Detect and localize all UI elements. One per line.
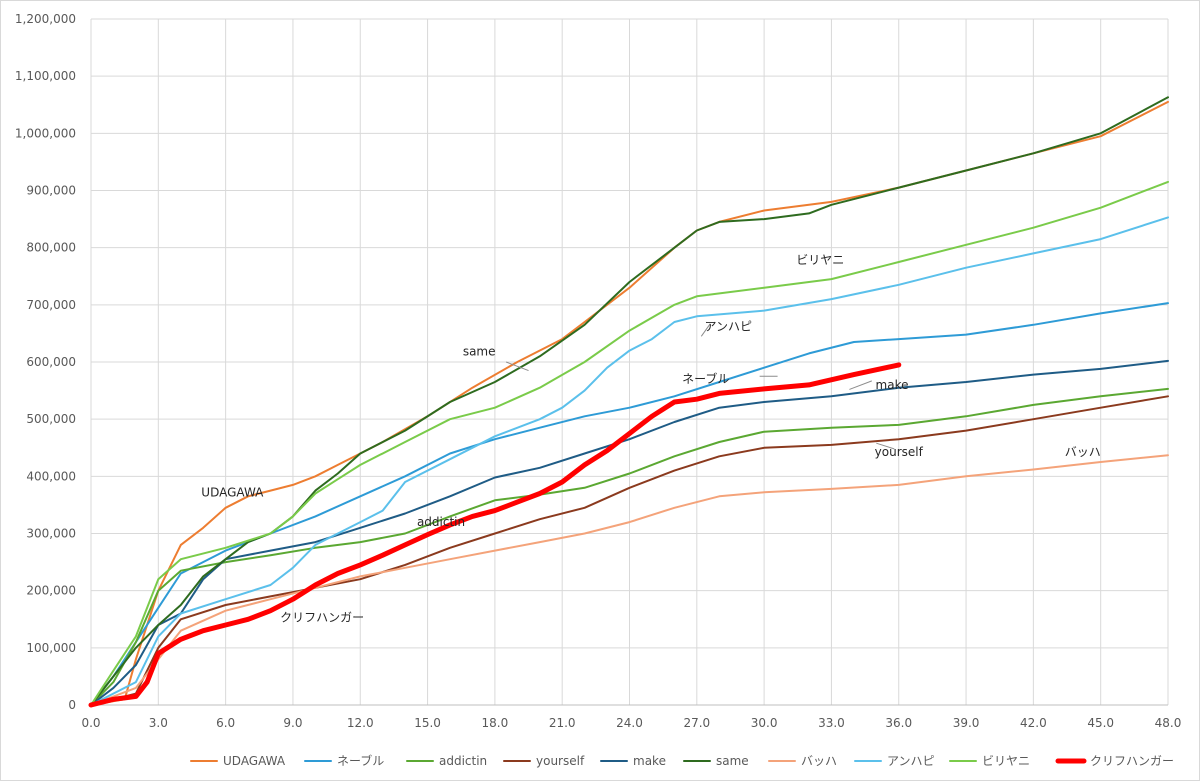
y-axis-ticks: 0 100,000 200,000 300,000 400,000 500,000 600,… <box>15 12 76 712</box>
y-tick-label: 1,000,000 <box>15 126 76 140</box>
annotation-label: make <box>876 378 909 392</box>
x-tick-label: 12.0 <box>347 716 374 730</box>
x-tick-label: 48.0 <box>1155 716 1182 730</box>
annotation-leader <box>876 442 895 450</box>
grid <box>90 18 1169 706</box>
annotation-label: addictin <box>417 515 465 529</box>
y-tick-label: 500,000 <box>26 412 76 426</box>
annotation-label: バッハ <box>1065 445 1101 459</box>
annotation-leaders <box>505 323 895 450</box>
legend-label: クリフハンガー <box>1090 754 1174 768</box>
y-tick-label: 600,000 <box>26 355 76 369</box>
x-tick-label: 39.0 <box>953 716 980 730</box>
x-tick-label: 36.0 <box>885 716 912 730</box>
series-line <box>90 302 1169 706</box>
annotation-label: yourself <box>875 445 924 459</box>
legend-label: ネーブル <box>337 753 384 768</box>
series-line <box>90 180 1169 706</box>
x-tick-label: 45.0 <box>1087 716 1114 730</box>
legend-label: ビリヤニ <box>982 754 1030 768</box>
y-tick-label: 400,000 <box>26 469 76 483</box>
x-tick-label: 21.0 <box>549 716 576 730</box>
x-tick-label: 24.0 <box>616 716 643 730</box>
x-tick-label: 30.0 <box>751 716 778 730</box>
legend-label: バッハ <box>801 754 837 768</box>
annotation-leader <box>849 380 873 390</box>
annotation-label: アンハピ <box>704 320 752 334</box>
y-tick-label: 700,000 <box>26 298 76 312</box>
legend-label: アンハピ <box>887 754 935 768</box>
legend: UDAGAWA ネーブル addictin yourself make same バッハ アン… <box>190 753 1174 768</box>
series-line <box>90 395 1169 706</box>
legend-label: addictin <box>439 754 487 768</box>
x-tick-label: 3.0 <box>149 716 168 730</box>
annotation-label: same <box>463 345 496 359</box>
x-tick-label: 0.0 <box>81 716 100 730</box>
x-tick-label: 42.0 <box>1020 716 1047 730</box>
y-tick-label: 900,000 <box>26 184 76 198</box>
legend-label: UDAGAWA <box>223 754 286 768</box>
y-tick-label: 300,000 <box>26 527 76 541</box>
y-tick-label: 0 <box>68 698 76 712</box>
annotation-label: クリフハンガー <box>280 611 364 625</box>
series-line <box>88 362 902 708</box>
x-axis-ticks: 0.0 3.0 6.0 9.0 12.0 15.0 18.0 21.0 24.0 27.0 30.0… <box>81 716 1181 730</box>
x-tick-label: 6.0 <box>216 716 235 730</box>
series-lines <box>88 96 1169 708</box>
y-tick-label: 100,000 <box>26 641 76 655</box>
x-tick-label: 18.0 <box>482 716 509 730</box>
series-line <box>90 96 1169 706</box>
y-tick-label: 200,000 <box>26 584 76 598</box>
annotation-label: ビリヤニ <box>796 253 844 267</box>
y-tick-label: 800,000 <box>26 241 76 255</box>
legend-label: make <box>633 754 666 768</box>
annotation-leader <box>505 361 529 372</box>
x-tick-label: 15.0 <box>414 716 441 730</box>
x-tick-label: 9.0 <box>283 716 302 730</box>
x-tick-label: 33.0 <box>818 716 845 730</box>
x-tick-label: 27.0 <box>683 716 710 730</box>
annotation-label: UDAGAWA <box>201 485 264 499</box>
series-line <box>90 387 1169 706</box>
annotation-leader <box>700 323 711 337</box>
series-line <box>90 216 1169 706</box>
legend-label: same <box>716 754 749 768</box>
legend-label: yourself <box>536 754 585 768</box>
y-tick-label: 1,100,000 <box>15 69 76 83</box>
annotation-label: ネーブル <box>682 371 729 386</box>
series-line <box>90 454 1169 706</box>
y-tick-label: 1,200,000 <box>15 12 76 26</box>
